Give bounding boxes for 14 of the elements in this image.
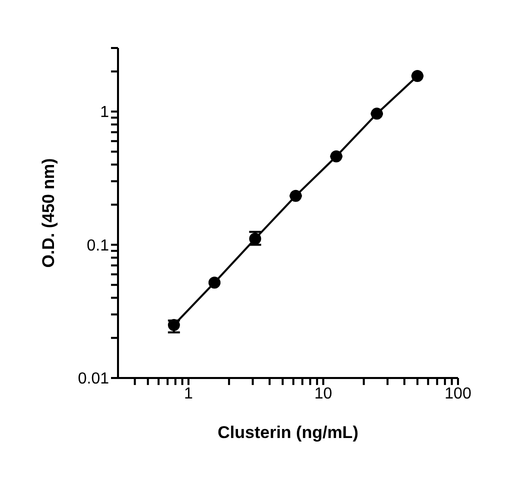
- x-tick-label: 1: [184, 385, 194, 402]
- point: [208, 276, 220, 289]
- point: [411, 70, 424, 82]
- point: [168, 318, 180, 331]
- y-tick-label: 0.01: [78, 370, 110, 388]
- x-tick-label: 100: [444, 385, 472, 402]
- point: [330, 150, 342, 162]
- x-tick-label: 10: [314, 385, 332, 402]
- y-tick-label: 1: [100, 104, 110, 122]
- point: [370, 108, 383, 120]
- y-tick-label: 0.1: [86, 237, 110, 254]
- x-axis-title: Clusterin (ng/mL): [218, 423, 358, 442]
- point: [290, 190, 302, 202]
- y-axis-title: O.D. (450 nm): [39, 158, 58, 268]
